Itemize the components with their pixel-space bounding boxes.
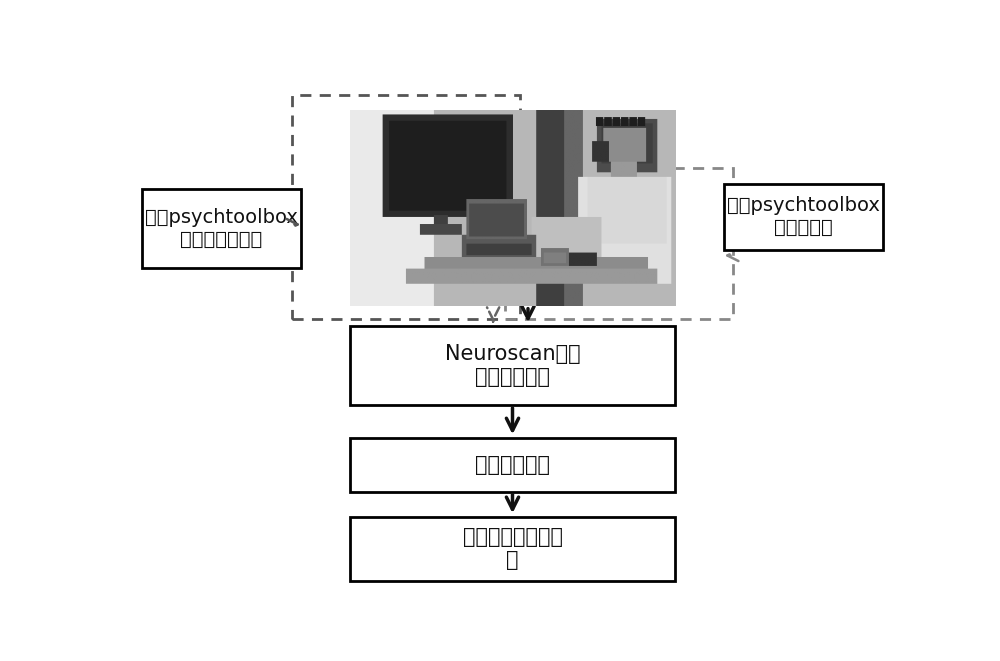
Text: 基于psychtoolbox
的听觉刺激: 基于psychtoolbox 的听觉刺激 bbox=[727, 196, 880, 237]
Bar bbox=[724, 184, 883, 250]
Bar bbox=[505, 169, 733, 319]
Bar bbox=[142, 189, 301, 268]
Text: 脑电数据处理: 脑电数据处理 bbox=[475, 455, 550, 475]
Text: 基于psychtoolbox
的视觉刺激界面: 基于psychtoolbox 的视觉刺激界面 bbox=[145, 208, 298, 249]
Bar bbox=[350, 326, 675, 405]
Bar bbox=[350, 517, 675, 580]
Bar bbox=[350, 438, 675, 492]
Bar bbox=[292, 95, 520, 319]
Text: 特征提取与数据分
析: 特征提取与数据分 析 bbox=[462, 527, 562, 570]
Text: Neuroscan脑电
数据采集系统: Neuroscan脑电 数据采集系统 bbox=[445, 344, 580, 387]
